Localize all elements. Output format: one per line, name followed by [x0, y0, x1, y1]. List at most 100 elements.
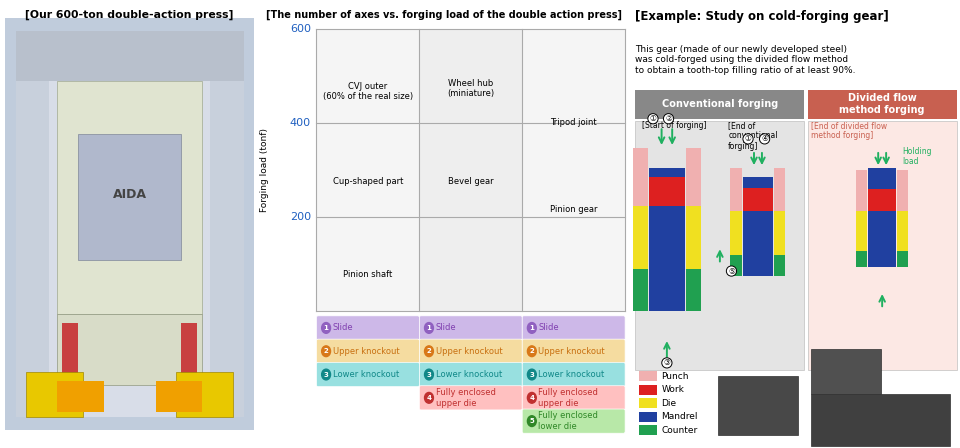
FancyBboxPatch shape: [774, 211, 785, 255]
Text: 3: 3: [426, 371, 431, 378]
Text: CVJ outer
(60% of the real size): CVJ outer (60% of the real size): [323, 82, 413, 101]
Circle shape: [322, 346, 330, 357]
Text: 1: 1: [324, 325, 328, 331]
FancyBboxPatch shape: [420, 316, 522, 340]
Text: Divided flow
method forging: Divided flow method forging: [839, 93, 924, 115]
FancyBboxPatch shape: [15, 81, 49, 417]
FancyBboxPatch shape: [210, 81, 244, 417]
Text: This gear (made of our newly developed steel)
was cold-forged using the divided : This gear (made of our newly developed s…: [636, 45, 856, 75]
Text: Holding
load: Holding load: [902, 147, 931, 167]
FancyBboxPatch shape: [638, 425, 657, 435]
Text: ③: ③: [663, 358, 670, 367]
Text: Fully enclosed
upper die: Fully enclosed upper die: [436, 388, 495, 408]
FancyBboxPatch shape: [420, 362, 522, 387]
FancyBboxPatch shape: [807, 121, 957, 370]
Text: Upper knockout: Upper knockout: [333, 347, 399, 356]
Circle shape: [527, 323, 537, 333]
FancyBboxPatch shape: [181, 323, 197, 376]
FancyBboxPatch shape: [156, 381, 203, 412]
Text: Fully enclosed
lower die: Fully enclosed lower die: [539, 411, 598, 431]
Text: [End of
conventional
forging]: [End of conventional forging]: [729, 121, 778, 151]
FancyBboxPatch shape: [731, 211, 742, 255]
FancyBboxPatch shape: [522, 29, 625, 311]
FancyBboxPatch shape: [57, 381, 104, 412]
Text: 5: 5: [530, 418, 534, 424]
FancyBboxPatch shape: [78, 134, 181, 260]
FancyBboxPatch shape: [177, 372, 233, 417]
FancyBboxPatch shape: [897, 211, 908, 251]
Text: Lower knockout: Lower knockout: [539, 370, 605, 379]
Circle shape: [527, 416, 537, 426]
Text: Punch: Punch: [661, 372, 688, 381]
FancyBboxPatch shape: [868, 168, 896, 267]
FancyBboxPatch shape: [743, 188, 773, 211]
Text: 200: 200: [290, 212, 311, 222]
FancyBboxPatch shape: [522, 362, 625, 387]
FancyBboxPatch shape: [317, 316, 420, 340]
Circle shape: [424, 392, 433, 403]
FancyBboxPatch shape: [522, 316, 625, 340]
Text: ②: ②: [665, 114, 672, 123]
Text: Work: Work: [661, 385, 684, 394]
Circle shape: [424, 369, 433, 380]
FancyBboxPatch shape: [62, 323, 78, 376]
Text: Conventional forging: Conventional forging: [661, 99, 778, 109]
Text: ①: ①: [745, 134, 752, 143]
Circle shape: [322, 323, 330, 333]
FancyBboxPatch shape: [868, 189, 896, 211]
Text: ⑤: ⑤: [728, 267, 735, 276]
Text: 2: 2: [426, 348, 431, 354]
FancyBboxPatch shape: [743, 177, 773, 276]
Text: 2: 2: [324, 348, 328, 354]
Circle shape: [527, 392, 537, 403]
FancyBboxPatch shape: [807, 90, 957, 119]
Text: 400: 400: [290, 118, 311, 128]
FancyBboxPatch shape: [633, 269, 648, 311]
Text: Forging load (tonf): Forging load (tonf): [260, 128, 269, 212]
FancyBboxPatch shape: [638, 385, 657, 395]
FancyBboxPatch shape: [5, 18, 254, 430]
Text: Pinion shaft: Pinion shaft: [344, 270, 393, 279]
FancyBboxPatch shape: [731, 168, 742, 211]
Text: [End of divided flow
method forging]: [End of divided flow method forging]: [811, 121, 887, 140]
FancyBboxPatch shape: [686, 206, 701, 269]
Circle shape: [527, 346, 537, 357]
FancyBboxPatch shape: [522, 386, 625, 410]
FancyBboxPatch shape: [636, 121, 804, 370]
FancyBboxPatch shape: [856, 251, 867, 267]
Text: Bevel gear: Bevel gear: [448, 177, 493, 186]
Circle shape: [424, 323, 433, 333]
FancyBboxPatch shape: [317, 362, 420, 387]
Text: AIDA: AIDA: [112, 188, 147, 202]
FancyBboxPatch shape: [856, 211, 867, 251]
Circle shape: [322, 369, 330, 380]
Text: [Our 600-ton double-action press]: [Our 600-ton double-action press]: [25, 10, 234, 20]
Text: Wheel hub
(miniature): Wheel hub (miniature): [447, 79, 494, 98]
Text: 2: 2: [530, 348, 534, 354]
FancyBboxPatch shape: [420, 339, 522, 363]
FancyBboxPatch shape: [15, 31, 244, 417]
FancyBboxPatch shape: [420, 29, 522, 311]
Text: 4 axes: 4 axes: [452, 323, 490, 332]
FancyBboxPatch shape: [731, 255, 742, 276]
Text: [Example: Study on cold-forging gear]: [Example: Study on cold-forging gear]: [636, 10, 889, 23]
FancyBboxPatch shape: [774, 168, 785, 211]
FancyBboxPatch shape: [633, 148, 648, 206]
FancyBboxPatch shape: [57, 81, 203, 314]
FancyBboxPatch shape: [718, 376, 798, 435]
FancyBboxPatch shape: [420, 386, 522, 410]
Text: Die: Die: [661, 399, 677, 408]
Text: [The number of axes vs. forging load of the double action press]: [The number of axes vs. forging load of …: [266, 10, 622, 20]
FancyBboxPatch shape: [811, 349, 880, 394]
Text: [Start of forging]: [Start of forging]: [642, 121, 707, 130]
Text: Counter: Counter: [661, 426, 698, 435]
Text: 3: 3: [529, 371, 535, 378]
FancyBboxPatch shape: [897, 251, 908, 267]
Text: 2～3 axes: 2～3 axes: [342, 323, 394, 332]
FancyBboxPatch shape: [897, 170, 908, 211]
Text: Tripod joint: Tripod joint: [550, 118, 597, 127]
FancyBboxPatch shape: [686, 269, 701, 311]
Text: Mandrel: Mandrel: [661, 412, 698, 421]
Text: Fully enclosed
upper die: Fully enclosed upper die: [539, 388, 598, 408]
Text: Pinion gear: Pinion gear: [550, 205, 597, 214]
